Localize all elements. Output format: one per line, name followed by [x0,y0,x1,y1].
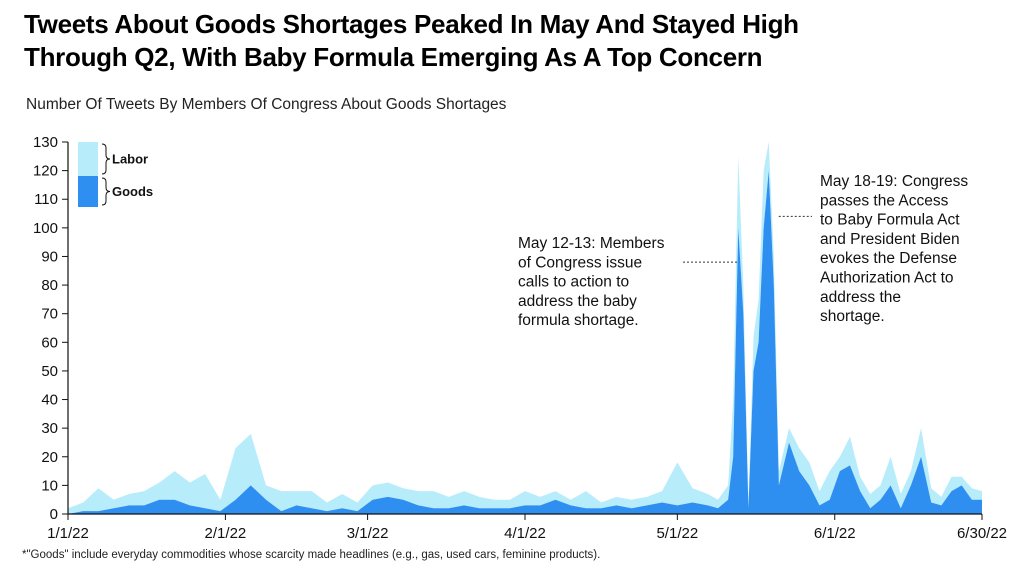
y-tick-label: 90 [41,248,58,265]
legend: Labor Goods [78,142,153,207]
annotation-line: formula shortage. [518,312,639,329]
series-goods-area [68,170,982,514]
y-tick-label: 20 [41,449,58,466]
annotations: May 12-13: Members of Congress issue calls… [518,173,968,329]
annotation-line: passes the Access [820,192,949,209]
y-tick-label: 50 [41,363,58,380]
y-tick-label: 0 [50,506,58,523]
legend-bracket [101,143,111,175]
axes: 1/1/22 2/1/22 3/1/22 4/1/22 5/1/22 6/1/22 6/30… [47,142,1007,542]
x-tick-label: 5/1/22 [656,525,698,542]
annotation-line: address the baby [518,293,637,310]
annotation-may-18-19: May 18-19: Congress passes the Access to B… [820,173,968,325]
series-labor-area [68,142,982,514]
legend-label-goods: Goods [112,184,153,199]
annotation-line: Authorization Act to [820,270,954,287]
annotation-line: and President Biden [820,231,960,248]
x-tick-label: 4/1/22 [504,525,546,542]
title-line-2: Through Q2, With Baby Formula Emerging A… [24,42,763,72]
x-tick-label: 1/1/22 [47,525,89,542]
x-tick-label: 6/1/22 [814,525,856,542]
y-tick-label: 40 [41,392,58,409]
series-areas [68,142,982,514]
annotation-line: shortage. [820,308,885,325]
legend-swatch-labor [78,142,98,176]
x-tick-label: 3/1/22 [347,525,389,542]
annotation-line: May 18-19: Congress [820,173,968,190]
y-tick-label: 10 [41,477,58,494]
legend-label-labor: Labor [112,152,148,167]
annotation-line: to Baby Formula Act [820,212,960,229]
y-tick-label: 70 [41,306,58,323]
annotation-line: address the [820,289,901,306]
footnote: *"Goods" include everyday commodities wh… [22,549,601,561]
y-tick-label: 60 [41,334,58,351]
y-tick-label: 120 [33,163,58,180]
annotation-line: calls to action to [518,274,629,291]
y-tick-label: 30 [41,420,58,437]
annotation-line: evokes the Defense [820,250,957,267]
x-tick-label: 2/1/22 [205,525,247,542]
chart-title: Tweets About Goods Shortages Peaked In M… [24,8,1004,74]
y-tick-label: 130 [33,134,58,151]
title-line-1: Tweets About Goods Shortages Peaked In M… [24,9,799,39]
y-tick-label: 110 [34,191,58,208]
annotation-line: of Congress issue [518,254,642,271]
x-tick-label: 6/30/22 [957,525,1007,542]
annotation-may-12-13: May 12-13: Members of Congress issue calls… [518,235,665,329]
legend-bracket [101,177,111,206]
legend-swatch-goods [78,176,98,207]
annotation-line: May 12-13: Members [518,235,665,252]
y-tick-label: 80 [41,277,58,294]
chart-subtitle: Number Of Tweets By Members Of Congress … [26,96,507,113]
y-tick-label: 100 [33,220,58,237]
y-tick-marks: 0 10 20 30 40 50 60 70 80 90 100 110 120 130 [33,134,68,523]
